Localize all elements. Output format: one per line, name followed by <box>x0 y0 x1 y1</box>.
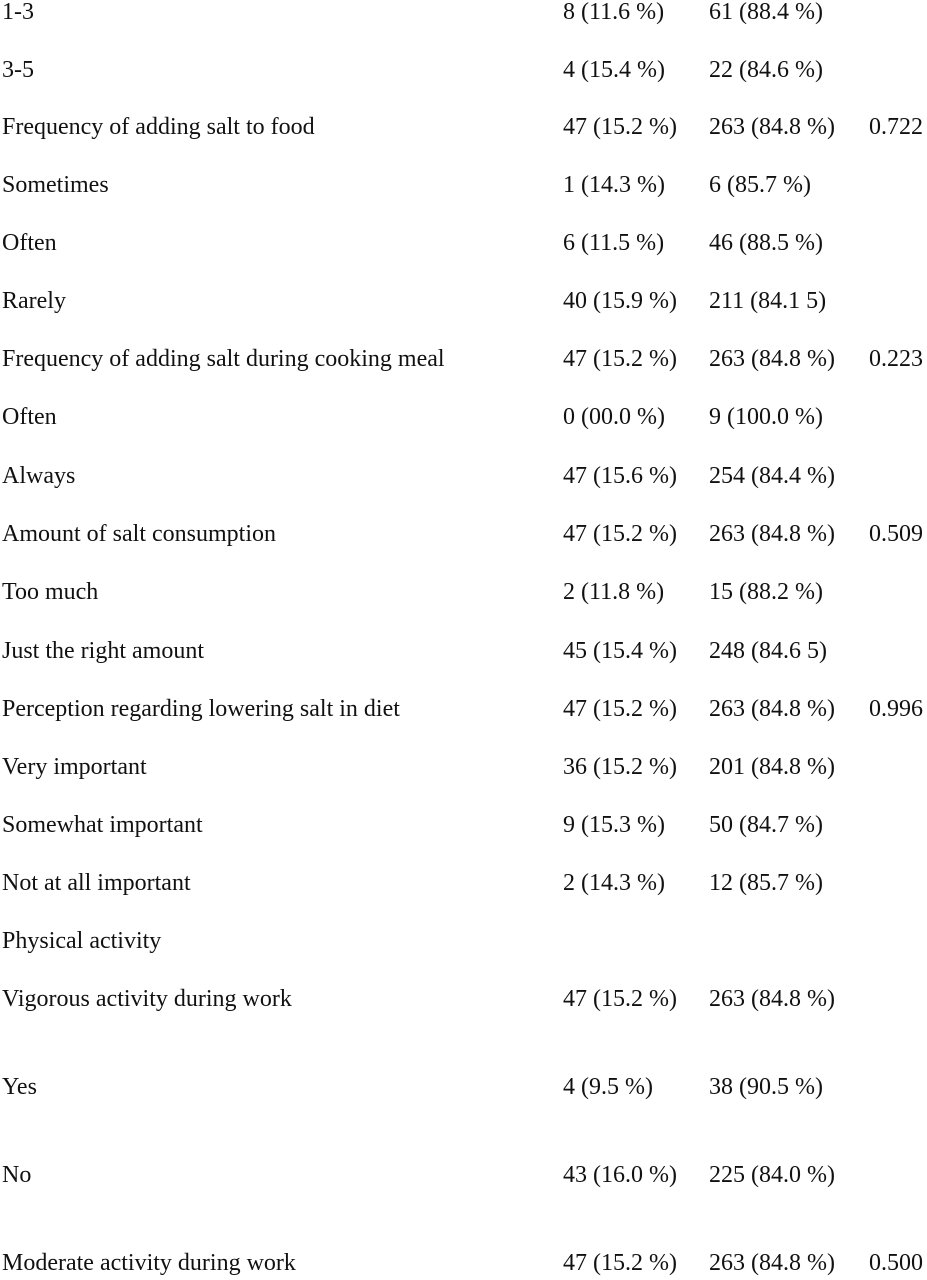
row-label: Always <box>2 463 76 489</box>
row-label: Sometimes <box>2 172 109 198</box>
row-label: Perception regarding lowering salt in di… <box>2 696 400 722</box>
cell-group-1: 47 (15.2 %) <box>563 114 677 140</box>
row-label: Too much <box>2 579 99 605</box>
row-label: Frequency of adding salt during cooking … <box>2 346 445 372</box>
row-label: Moderate activity during work <box>2 1250 296 1276</box>
row-label: 1-3 <box>2 0 34 25</box>
cell-group-2: 254 (84.4 %) <box>709 463 835 489</box>
row-label: Often <box>2 404 57 430</box>
p-value: 0.223 <box>869 346 923 372</box>
cell-group-1: 2 (11.8 %) <box>563 579 665 605</box>
row-label: Just the right amount <box>2 638 204 664</box>
cell-group-1: 47 (15.6 %) <box>563 463 677 489</box>
cell-group-1: 47 (15.2 %) <box>563 1250 677 1276</box>
p-value: 0.509 <box>869 521 923 547</box>
cell-group-2: 263 (84.8 %) <box>709 986 835 1012</box>
row-label: No <box>2 1162 32 1188</box>
cell-group-2: 225 (84.0 %) <box>709 1162 835 1188</box>
cell-group-2: 263 (84.8 %) <box>709 346 835 372</box>
cell-group-1: 47 (15.2 %) <box>563 986 677 1012</box>
cell-group-2: 61 (88.4 %) <box>709 0 823 25</box>
cell-group-2: 38 (90.5 %) <box>709 1074 823 1100</box>
cell-group-2: 46 (88.5 %) <box>709 230 823 256</box>
cell-group-1: 36 (15.2 %) <box>563 754 677 780</box>
row-label: 3-5 <box>2 57 34 83</box>
cell-group-1: 2 (14.3 %) <box>563 870 665 896</box>
row-label: Rarely <box>2 288 66 314</box>
cell-group-2: 263 (84.8 %) <box>709 521 835 547</box>
p-value: 0.722 <box>869 114 923 140</box>
cell-group-2: 22 (84.6 %) <box>709 57 823 83</box>
cell-group-1: 8 (11.6 %) <box>563 0 665 25</box>
row-label: Not at all important <box>2 870 191 896</box>
cell-group-1: 47 (15.2 %) <box>563 696 677 722</box>
cell-group-1: 4 (9.5 %) <box>563 1074 653 1100</box>
cell-group-2: 248 (84.6 5) <box>709 638 827 664</box>
p-value: 0.500 <box>869 1250 923 1276</box>
row-label: Often <box>2 230 57 256</box>
row-label: Physical activity <box>2 928 162 954</box>
cell-group-2: 263 (84.8 %) <box>709 114 835 140</box>
cell-group-2: 9 (100.0 %) <box>709 404 823 430</box>
cell-group-1: 4 (15.4 %) <box>563 57 665 83</box>
cell-group-2: 263 (84.8 %) <box>709 696 835 722</box>
cell-group-1: 1 (14.3 %) <box>563 172 665 198</box>
cell-group-1: 6 (11.5 %) <box>563 230 665 256</box>
cell-group-2: 201 (84.8 %) <box>709 754 835 780</box>
cell-group-2: 15 (88.2 %) <box>709 579 823 605</box>
cell-group-1: 43 (16.0 %) <box>563 1162 677 1188</box>
cell-group-2: 263 (84.8 %) <box>709 1250 835 1276</box>
cell-group-2: 211 (84.1 5) <box>709 288 827 314</box>
cell-group-1: 47 (15.2 %) <box>563 346 677 372</box>
cell-group-1: 45 (15.4 %) <box>563 638 677 664</box>
cell-group-2: 6 (85.7 %) <box>709 172 811 198</box>
cell-group-1: 9 (15.3 %) <box>563 812 665 838</box>
cell-group-2: 12 (85.7 %) <box>709 870 823 896</box>
cell-group-2: 50 (84.7 %) <box>709 812 823 838</box>
row-label: Frequency of adding salt to food <box>2 114 315 140</box>
row-label: Vigorous activity during work <box>2 986 292 1012</box>
row-label: Somewhat important <box>2 812 203 838</box>
cell-group-1: 0 (00.0 %) <box>563 404 665 430</box>
row-label: Very important <box>2 754 147 780</box>
cell-group-1: 40 (15.9 %) <box>563 288 677 314</box>
row-label: Yes <box>2 1074 37 1100</box>
p-value: 0.996 <box>869 696 923 722</box>
row-label: Amount of salt consumption <box>2 521 276 547</box>
cell-group-1: 47 (15.2 %) <box>563 521 677 547</box>
